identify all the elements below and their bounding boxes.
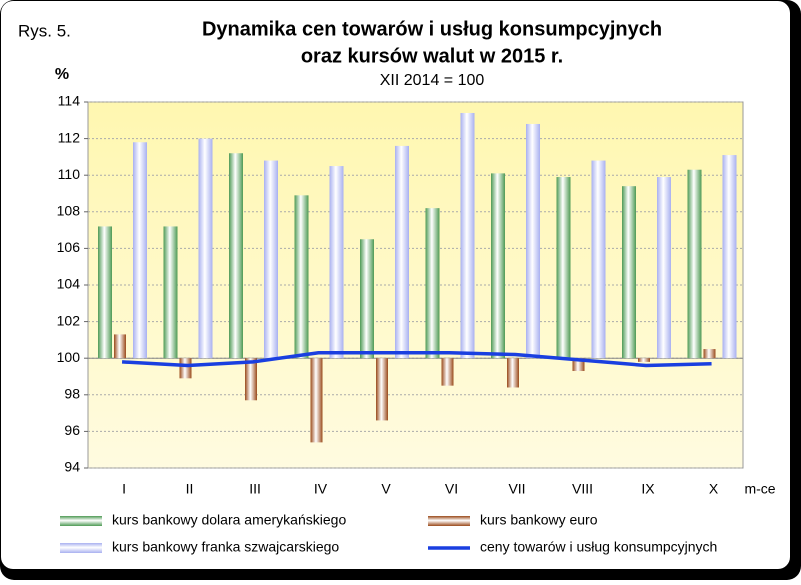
bar [294, 195, 309, 359]
y-tick-label: 108 [57, 203, 81, 219]
legend-label: kurs bankowy franka szwajcarskiego [112, 539, 339, 555]
y-tick-label: 106 [57, 239, 81, 255]
x-tick-label: III [249, 481, 261, 497]
bar [395, 145, 409, 359]
legend-label: ceny towarów i usług konsumpcyjnych [480, 539, 717, 555]
bar [425, 208, 440, 359]
y-tick-label: 110 [58, 166, 81, 182]
legend-swatch [428, 516, 470, 526]
bar [163, 226, 178, 359]
bar [591, 160, 606, 359]
bar [556, 177, 571, 359]
bar [329, 166, 344, 359]
bar [98, 226, 112, 359]
figure-label: Rys. 5. [18, 21, 71, 40]
bar [198, 138, 213, 359]
y-tick-label: 112 [58, 129, 81, 145]
x-tick-label: VII [508, 481, 525, 497]
bar [376, 358, 388, 421]
bar [441, 358, 454, 386]
bar [179, 358, 192, 379]
x-tick-label: IV [314, 481, 328, 497]
bar [360, 239, 374, 359]
x-tick-label: IX [641, 481, 655, 497]
x-tick-label: X [709, 481, 719, 497]
bar [722, 155, 737, 359]
bar [460, 112, 475, 359]
y-axis-label: % [55, 66, 69, 83]
legend-label: kurs bankowy dolara amerykańskiego [112, 512, 346, 528]
bar [622, 186, 636, 359]
y-tick-label: 96 [64, 422, 80, 438]
bar [229, 153, 243, 359]
bar [638, 358, 650, 362]
y-tick-label: 114 [58, 93, 81, 109]
bar [133, 142, 147, 359]
legend-swatch [60, 516, 102, 526]
bar [687, 169, 702, 359]
x-tick-label: V [381, 481, 391, 497]
x-tick-label: I [122, 481, 126, 497]
bar [245, 358, 257, 401]
bar [507, 358, 519, 388]
y-tick-label: 102 [57, 312, 81, 328]
bar [703, 349, 716, 359]
bar [526, 123, 540, 359]
legend-label: kurs bankowy euro [480, 512, 598, 528]
chart-subtitle: XII 2014 = 100 [380, 72, 485, 89]
x-axis-label: m-ce [744, 481, 775, 497]
bar [491, 173, 505, 359]
x-tick-label: VI [445, 481, 458, 497]
x-tick-label: VIII [572, 481, 593, 497]
x-tick-label: II [186, 481, 194, 497]
chart-title-line2: oraz kursów walut w 2015 r. [301, 45, 563, 67]
y-tick-label: 104 [57, 276, 81, 292]
line [121, 350, 712, 368]
chart-title: Dynamika cen towarów i usług konsumpcyjn… [202, 18, 662, 40]
bar [657, 177, 671, 359]
bar [310, 358, 323, 443]
legend-swatch [60, 543, 102, 553]
y-tick-label: 94 [64, 459, 80, 475]
bar [114, 334, 126, 359]
bar [264, 160, 278, 359]
y-tick-label: 98 [64, 386, 80, 402]
y-tick-label: 100 [57, 349, 81, 365]
